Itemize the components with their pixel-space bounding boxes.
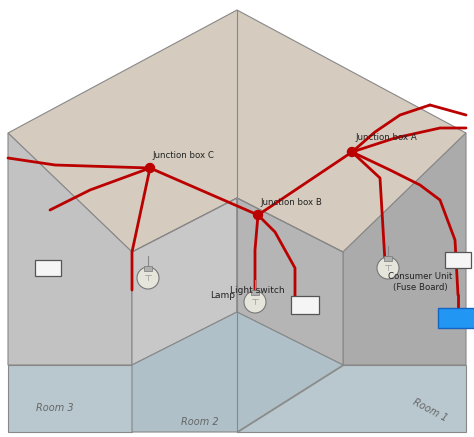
Bar <box>35 260 61 276</box>
Text: Junction box A: Junction box A <box>355 133 417 142</box>
Circle shape <box>146 163 155 173</box>
Text: Room 2: Room 2 <box>181 417 219 427</box>
Circle shape <box>347 148 356 156</box>
Text: Light switch: Light switch <box>230 286 285 295</box>
Text: Lamp: Lamp <box>210 291 235 299</box>
Circle shape <box>377 257 399 279</box>
Text: Room 3: Room 3 <box>36 403 74 413</box>
Circle shape <box>244 291 266 313</box>
Text: Junction box B: Junction box B <box>260 198 322 207</box>
Polygon shape <box>343 133 466 365</box>
Text: Room 1: Room 1 <box>411 397 449 423</box>
Polygon shape <box>237 198 343 365</box>
Text: Consumer Unit
(Fuse Board): Consumer Unit (Fuse Board) <box>388 272 452 292</box>
Polygon shape <box>8 133 132 365</box>
FancyBboxPatch shape <box>251 290 259 295</box>
FancyBboxPatch shape <box>384 256 392 261</box>
FancyBboxPatch shape <box>144 266 152 271</box>
Bar <box>445 252 471 268</box>
Circle shape <box>137 267 159 289</box>
Polygon shape <box>132 312 343 432</box>
Bar <box>438 308 474 328</box>
Text: Junction box C: Junction box C <box>152 151 214 160</box>
Bar <box>291 296 319 314</box>
Polygon shape <box>8 365 132 432</box>
Circle shape <box>254 211 263 219</box>
Polygon shape <box>132 198 237 365</box>
Polygon shape <box>237 365 466 432</box>
Polygon shape <box>8 10 466 252</box>
